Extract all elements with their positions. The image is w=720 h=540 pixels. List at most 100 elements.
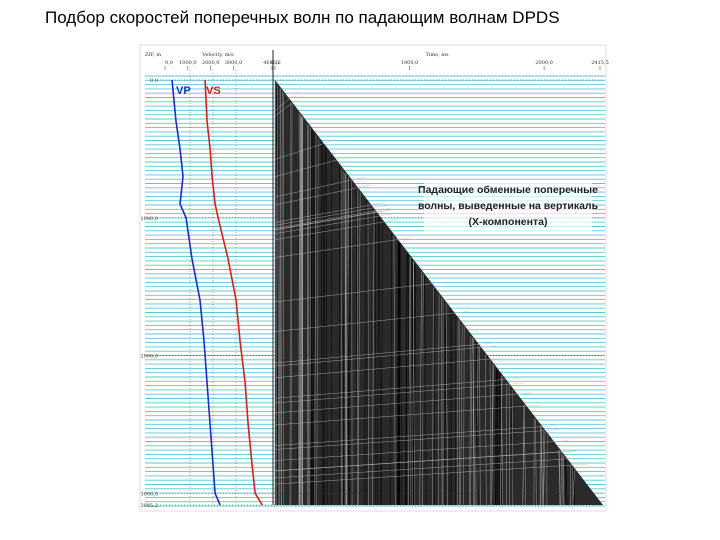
wave — [274, 205, 388, 226]
wave — [357, 192, 361, 506]
wave — [573, 468, 576, 506]
wave — [278, 89, 281, 506]
wave — [274, 311, 470, 332]
wave — [445, 303, 448, 506]
wave — [274, 281, 447, 303]
wave — [274, 209, 391, 230]
wave — [470, 337, 473, 506]
wave — [307, 125, 310, 506]
wave — [314, 135, 317, 506]
wave — [438, 294, 440, 506]
wave — [274, 425, 558, 446]
depth-label: ZIF, m — [145, 52, 161, 58]
wave — [463, 327, 465, 506]
wave — [355, 187, 358, 506]
wave — [274, 345, 496, 367]
wave — [274, 90, 299, 111]
y-tick-label: 1000,0 — [141, 216, 159, 222]
wave — [560, 453, 562, 506]
wave — [274, 429, 561, 450]
wave — [469, 335, 472, 506]
x-tick-label: 4685,2 — [263, 60, 281, 66]
wave — [378, 216, 382, 506]
wave — [316, 137, 319, 506]
wave — [321, 142, 323, 506]
time-label: Time, ms — [425, 52, 449, 58]
wave — [424, 275, 427, 506]
wave — [297, 113, 300, 506]
velocity-curve — [204, 79, 263, 506]
annotation-bg — [424, 180, 592, 232]
wave — [290, 104, 293, 506]
wave — [274, 357, 505, 378]
wave — [274, 208, 390, 229]
wave — [535, 419, 537, 506]
wave — [372, 210, 375, 506]
wave — [380, 221, 384, 506]
wave — [275, 83, 279, 506]
wave — [506, 382, 508, 506]
wave — [322, 143, 325, 506]
wave — [390, 233, 392, 506]
wave — [523, 404, 526, 506]
wave — [508, 385, 511, 506]
wave — [274, 450, 577, 471]
wave — [274, 139, 337, 160]
wave — [277, 85, 279, 506]
annotation: (X-компонента) — [469, 216, 548, 228]
wave — [274, 209, 391, 231]
wave — [377, 216, 379, 506]
wave — [475, 343, 477, 506]
wave — [297, 114, 301, 506]
seismogram — [145, 50, 605, 507]
wave — [499, 373, 502, 506]
wave — [274, 95, 303, 116]
legend-label: VS — [206, 85, 221, 97]
wave — [274, 457, 583, 479]
x-tick-label: 3000,0 — [225, 60, 243, 66]
wave — [274, 463, 587, 485]
wave — [511, 389, 514, 506]
wave — [408, 257, 411, 506]
y-tick-label: 0,0 — [150, 78, 158, 84]
wave — [498, 372, 501, 506]
wave — [300, 116, 302, 506]
wave — [274, 378, 521, 399]
time-tick-label: 0,0 — [271, 60, 279, 66]
wave — [274, 450, 577, 472]
wave — [522, 404, 525, 506]
wave — [494, 368, 497, 506]
wave — [274, 202, 385, 223]
wave — [274, 184, 372, 206]
x-tick-label: 1000,0 — [179, 60, 197, 66]
wave — [565, 458, 568, 506]
wave — [441, 297, 443, 506]
wave — [485, 354, 487, 506]
time-tick-label: 2000,0 — [535, 60, 553, 66]
wave — [407, 254, 410, 506]
wave — [298, 115, 301, 506]
wave — [274, 404, 542, 426]
wave — [543, 431, 546, 506]
wave — [274, 237, 413, 258]
wave — [274, 156, 350, 177]
wave — [344, 172, 347, 506]
x-tick-label: 2000,0 — [202, 60, 220, 66]
wave — [300, 116, 303, 506]
wave — [393, 236, 396, 506]
annotation: Падающие обменные поперечные — [418, 184, 598, 196]
wave — [309, 128, 311, 506]
wave — [542, 430, 545, 506]
wave — [312, 133, 316, 506]
wave — [421, 273, 423, 506]
wave — [448, 309, 451, 506]
velocity-curve — [171, 79, 221, 506]
annotation: волны, выведенные на вертикаль — [418, 200, 599, 212]
wave — [274, 382, 525, 404]
wave — [274, 176, 366, 198]
wave — [412, 260, 415, 506]
wave — [419, 271, 422, 506]
wave — [274, 342, 494, 364]
